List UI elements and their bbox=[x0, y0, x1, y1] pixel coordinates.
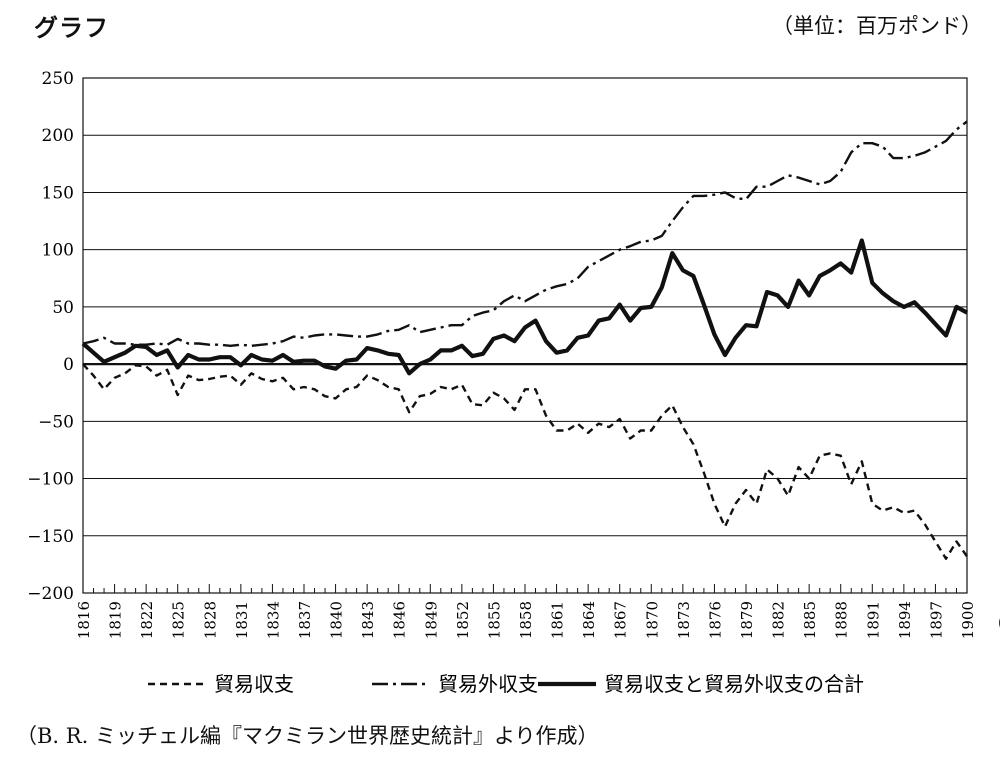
legend-label-2: 貿易収支と貿易外収支の合計 bbox=[604, 672, 864, 696]
x-tick-label: 1873 bbox=[675, 601, 693, 639]
y-tick-label: 150 bbox=[42, 183, 74, 203]
x-tick-label: 1822 bbox=[138, 601, 156, 639]
x-tick-label: 1846 bbox=[391, 601, 409, 639]
y-tick-label: −100 bbox=[27, 470, 74, 490]
x-tick-label: 1849 bbox=[422, 601, 440, 639]
y-axis: 250 200 150 100 50 0 −50 −100 −150 −200 bbox=[27, 69, 74, 604]
gridlines bbox=[83, 134, 967, 537]
x-tick-label: 1831 bbox=[233, 601, 251, 639]
x-tick-label: 1834 bbox=[264, 601, 282, 639]
x-tick-label: 1864 bbox=[580, 601, 598, 639]
x-tick-label: 1855 bbox=[485, 601, 503, 639]
x-tick-label: 1882 bbox=[770, 601, 788, 639]
unit-label: （単位：百万ポンド） bbox=[772, 14, 982, 38]
y-tick-label: 50 bbox=[52, 298, 74, 318]
x-tick-label: 1837 bbox=[296, 601, 314, 639]
series-line-0 bbox=[82, 363, 968, 560]
x-tick-label: 1870 bbox=[643, 601, 661, 639]
x-tick-label: 1816 bbox=[75, 601, 93, 639]
x-tick-label: 1819 bbox=[107, 601, 125, 639]
x-tick-label: 1861 bbox=[549, 601, 567, 639]
x-tick-label: 1843 bbox=[359, 601, 377, 639]
x-tick-label: 1894 bbox=[896, 601, 914, 639]
x-axis: 1816 1819 1822 1825 1828 1831 1834 1837 1840 1843… bbox=[75, 584, 977, 639]
x-tick-label: 1885 bbox=[801, 601, 819, 639]
y-tick-label: 100 bbox=[42, 241, 74, 261]
x-tick-label: 1858 bbox=[517, 601, 535, 639]
legend-label-1: 貿易外収支 bbox=[438, 672, 538, 696]
x-tick-label: 1900 bbox=[959, 601, 977, 639]
x-tick-label: 1867 bbox=[612, 601, 630, 639]
source-note: （B. R. ミッチェル編『マクミラン世界歴史統計』より作成） bbox=[16, 724, 599, 748]
series-line-1 bbox=[82, 120, 968, 347]
series-lines bbox=[81, 120, 969, 560]
series-line-2 bbox=[81, 238, 969, 376]
x-axis-label: （年） bbox=[986, 613, 1000, 635]
x-tick-label: 1891 bbox=[864, 601, 882, 639]
x-tick-label: 1879 bbox=[738, 601, 756, 639]
y-tick-label: 200 bbox=[42, 126, 74, 146]
chart-title: グラフ bbox=[34, 14, 109, 42]
plot-frame bbox=[82, 77, 968, 594]
x-tick-label: 1828 bbox=[201, 601, 219, 639]
x-tick-label: 1888 bbox=[833, 601, 851, 639]
y-tick-label: 0 bbox=[63, 355, 74, 375]
x-tick-label: 1876 bbox=[706, 601, 724, 639]
x-tick-label: 1897 bbox=[927, 601, 945, 639]
legend-label-0: 貿易収支 bbox=[214, 672, 294, 696]
y-tick-label: −150 bbox=[27, 527, 74, 547]
x-tick-label: 1825 bbox=[170, 601, 188, 639]
x-tick-label: 1840 bbox=[328, 601, 346, 639]
x-tick-label: 1852 bbox=[454, 601, 472, 639]
y-tick-label: 250 bbox=[42, 69, 74, 89]
legend: 貿易収支 貿易外収支 貿易収支と貿易外収支の合計 bbox=[148, 672, 864, 696]
y-tick-label: −50 bbox=[38, 412, 74, 432]
y-tick-label: −200 bbox=[27, 584, 74, 604]
